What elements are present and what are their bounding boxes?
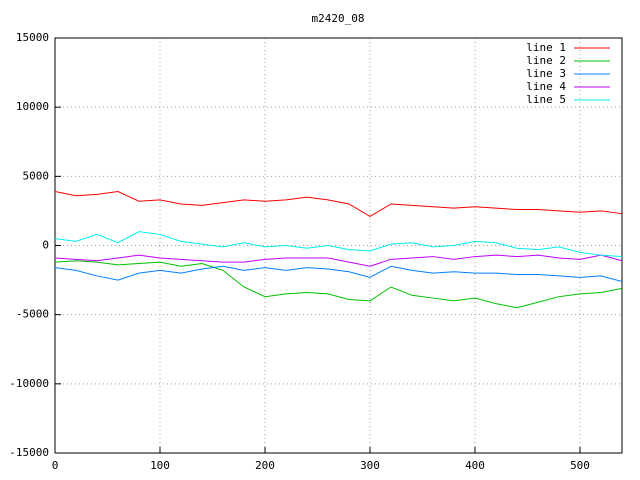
- y-tick-label: -10000: [9, 377, 49, 390]
- chart-title: m2420_08: [312, 12, 365, 25]
- y-tick-label: 0: [42, 239, 49, 252]
- series-line: [54, 254, 623, 267]
- y-tick-label: 5000: [23, 169, 50, 182]
- y-tick-label: -5000: [16, 308, 49, 321]
- x-tick-label: 100: [150, 459, 170, 472]
- legend-label: line 3: [526, 67, 566, 80]
- x-tick-label: 200: [255, 459, 275, 472]
- series-line: [54, 265, 623, 282]
- legend-label: line 5: [526, 93, 566, 106]
- legend-label: line 1: [526, 41, 566, 54]
- x-tick-label: 0: [52, 459, 59, 472]
- legend-label: line 4: [526, 80, 566, 93]
- series-line: [54, 260, 623, 309]
- x-tick-label: 400: [465, 459, 485, 472]
- y-tick-label: -15000: [9, 446, 49, 459]
- y-tick-label: 10000: [16, 100, 49, 113]
- plot-border: [54, 37, 623, 454]
- legend-label: line 2: [526, 54, 566, 67]
- series-line: [54, 231, 623, 258]
- x-tick-label: 500: [570, 459, 590, 472]
- series-line: [54, 191, 623, 218]
- x-tick-label: 300: [360, 459, 380, 472]
- y-tick-label: 15000: [16, 31, 49, 44]
